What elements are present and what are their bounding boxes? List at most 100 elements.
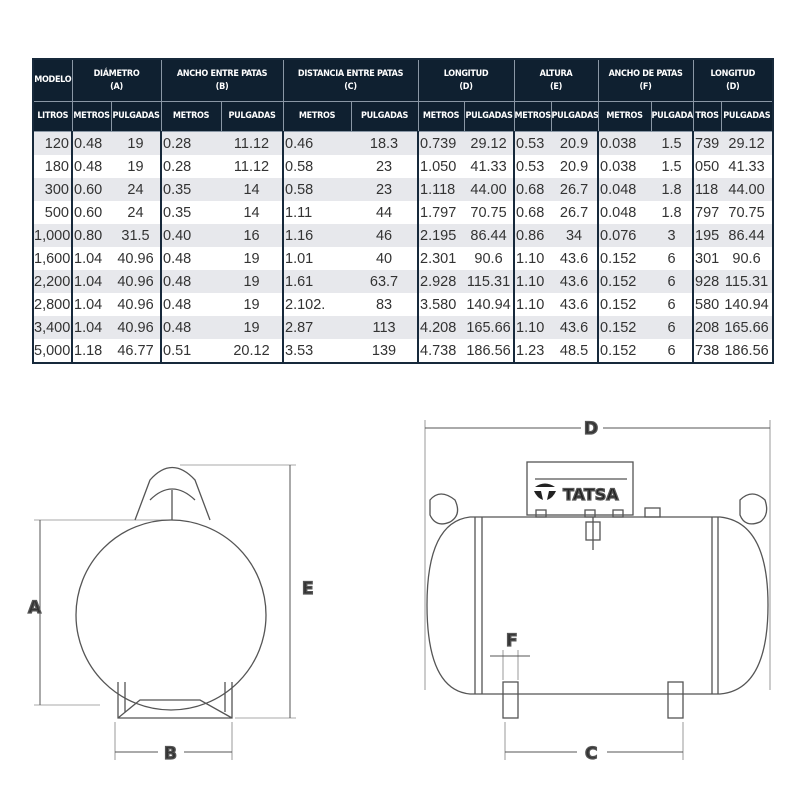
- table-cell: 63.7: [351, 270, 419, 293]
- table-cell: 1.118: [417, 178, 465, 201]
- table-cell: 19: [243, 296, 260, 313]
- table-cell: 0.60: [71, 201, 111, 224]
- table-cell: 1.11: [282, 201, 352, 224]
- group-header-sub: (B): [215, 81, 229, 92]
- table-cell: 2.87: [282, 316, 352, 339]
- table-row: 500 0.60 24 0.35 14 1.11 44 1.797 70.75 0.68 26.7 0…: [33, 201, 773, 224]
- table-cell: 195: [692, 224, 722, 247]
- unit-header: PULGADAS: [650, 101, 694, 132]
- tank-body: [426, 516, 769, 695]
- table-cell: 1.04: [71, 293, 111, 316]
- table-cell: 738: [692, 339, 722, 363]
- table-row: 5,000 1.18 46.77 0.51 20.12 3.53 139 4.738 186.5…: [33, 339, 773, 363]
- table-row: 3,400 1.04 40.96 0.48 19 2.87 113 4.208 165.66 1.…: [33, 316, 774, 339]
- table-cell: 1.10: [513, 247, 552, 270]
- table-cell: 1.5: [651, 131, 694, 155]
- table-cell: 16: [221, 224, 284, 247]
- table-cell: 40.96: [117, 296, 154, 313]
- table-cell: 1.61: [282, 270, 352, 293]
- table-row: 1,000 0.80 31.5 0.40 16 1.16 46 2.195 86.44 0.86 3…: [33, 224, 774, 247]
- table-cell: 14: [221, 178, 284, 201]
- table-cell: 0.48: [71, 131, 111, 155]
- label-c: C: [585, 744, 597, 764]
- table-cell: 11.12: [221, 131, 284, 155]
- table-cell: 20.9: [551, 131, 599, 155]
- label-b: B: [164, 744, 177, 764]
- table-cell: 1.10: [513, 293, 552, 316]
- table-row: 180 0.48 19 0.28 11.12 0.58 23 1.050 41.33 0.53 20…: [33, 155, 773, 178]
- table-cell: 0.60: [71, 178, 111, 201]
- table-cell: 1.8: [651, 178, 694, 201]
- group-header: LONGITUD (D): [692, 58, 774, 102]
- table-cell: 26.7: [559, 204, 589, 221]
- table-cell: 29.12: [721, 131, 774, 155]
- table-cell: 0.048: [597, 201, 652, 224]
- unit-header: METROS: [71, 101, 112, 132]
- table-cell: 797: [692, 201, 722, 224]
- table-cell: 43.6: [551, 270, 599, 293]
- table-cell: 113: [351, 316, 419, 339]
- table-cell: 1.8: [661, 204, 682, 221]
- table-cell: 0.68: [513, 178, 552, 201]
- table-cell: 1.10: [513, 316, 552, 339]
- table-cell: 0.68: [513, 201, 552, 224]
- table-cell: 1.04: [71, 270, 111, 293]
- table-cell: 46.77: [117, 342, 154, 359]
- table-cell: 46: [351, 224, 419, 247]
- table-cell: 6: [667, 296, 676, 313]
- end-view-drawing: [34, 464, 296, 760]
- table-cell: 86.44: [721, 224, 774, 247]
- table-cell: 19: [243, 250, 260, 267]
- table-cell: 40.96: [111, 270, 161, 293]
- table-cell: 300: [33, 178, 72, 201]
- table-cell: 6: [667, 250, 676, 267]
- group-header: ANCHO DE PATAS (F): [597, 58, 694, 102]
- table-cell: 14: [243, 204, 260, 221]
- table-cell: 34: [551, 224, 599, 247]
- table-cell: 3.580: [417, 293, 465, 316]
- table-cell: 86.44: [464, 224, 515, 247]
- table-cell: 0.40: [160, 224, 221, 247]
- table-cell: 0.038: [597, 155, 652, 178]
- table-cell: 0.35: [160, 178, 221, 201]
- table-cell: 1.16: [282, 224, 352, 247]
- table-cell: 90.6: [474, 250, 503, 267]
- group-header-sub: (F): [639, 81, 652, 92]
- group-header-title: LONGITUD: [710, 68, 756, 79]
- tatsa-logo-icon: [534, 483, 556, 500]
- table-cell: 739: [692, 131, 722, 155]
- table-cell: 1.04: [71, 316, 111, 339]
- table-cell: 20.12: [233, 342, 270, 359]
- table-cell: 40: [375, 250, 393, 267]
- unit-header: METROS: [160, 101, 222, 132]
- left-leg: [502, 681, 519, 719]
- table-row: 2,200 1.04 40.96 0.48 19 1.61 63.7 2.928 115.31 1…: [33, 270, 774, 293]
- table-cell: 0.48: [160, 247, 221, 270]
- label-f: F: [506, 631, 518, 651]
- table-cell: 41.33: [470, 158, 507, 175]
- nameplate: [526, 461, 634, 516]
- table-cell: 1.5: [661, 158, 682, 175]
- table-cell: 0.28: [160, 155, 221, 178]
- group-header-title: DIÁMETRO: [93, 68, 140, 79]
- table-cell: 0.46: [282, 131, 352, 155]
- table-cell: 24: [111, 178, 161, 201]
- table-cell: 186.56: [466, 342, 511, 359]
- table-cell: 301: [692, 247, 722, 270]
- group-header-sub: (D): [726, 81, 740, 92]
- table-cell: 43.6: [551, 316, 599, 339]
- unit-header: PULGADAS: [350, 101, 419, 132]
- right-leg: [667, 681, 684, 719]
- table-row: 1,600 1.04 40.96 0.48 19 1.01 40 2.301 90.6 1.10 4…: [33, 247, 773, 270]
- table-cell: 43.6: [559, 250, 589, 267]
- table-cell: 0.86: [513, 224, 552, 247]
- table-cell: 3.53: [282, 339, 352, 363]
- table-cell: 41.33: [728, 158, 765, 175]
- table-cell: 118: [692, 178, 722, 201]
- group-header-title: LONGITUD: [443, 68, 489, 79]
- table-cell: 1.04: [71, 247, 111, 270]
- table-cell: 0.152: [597, 293, 652, 316]
- table-cell: 23: [375, 158, 393, 175]
- group-header-title: DISTANCIA ENTRE PATAS: [297, 68, 404, 79]
- table-cell: 2,200: [33, 270, 72, 293]
